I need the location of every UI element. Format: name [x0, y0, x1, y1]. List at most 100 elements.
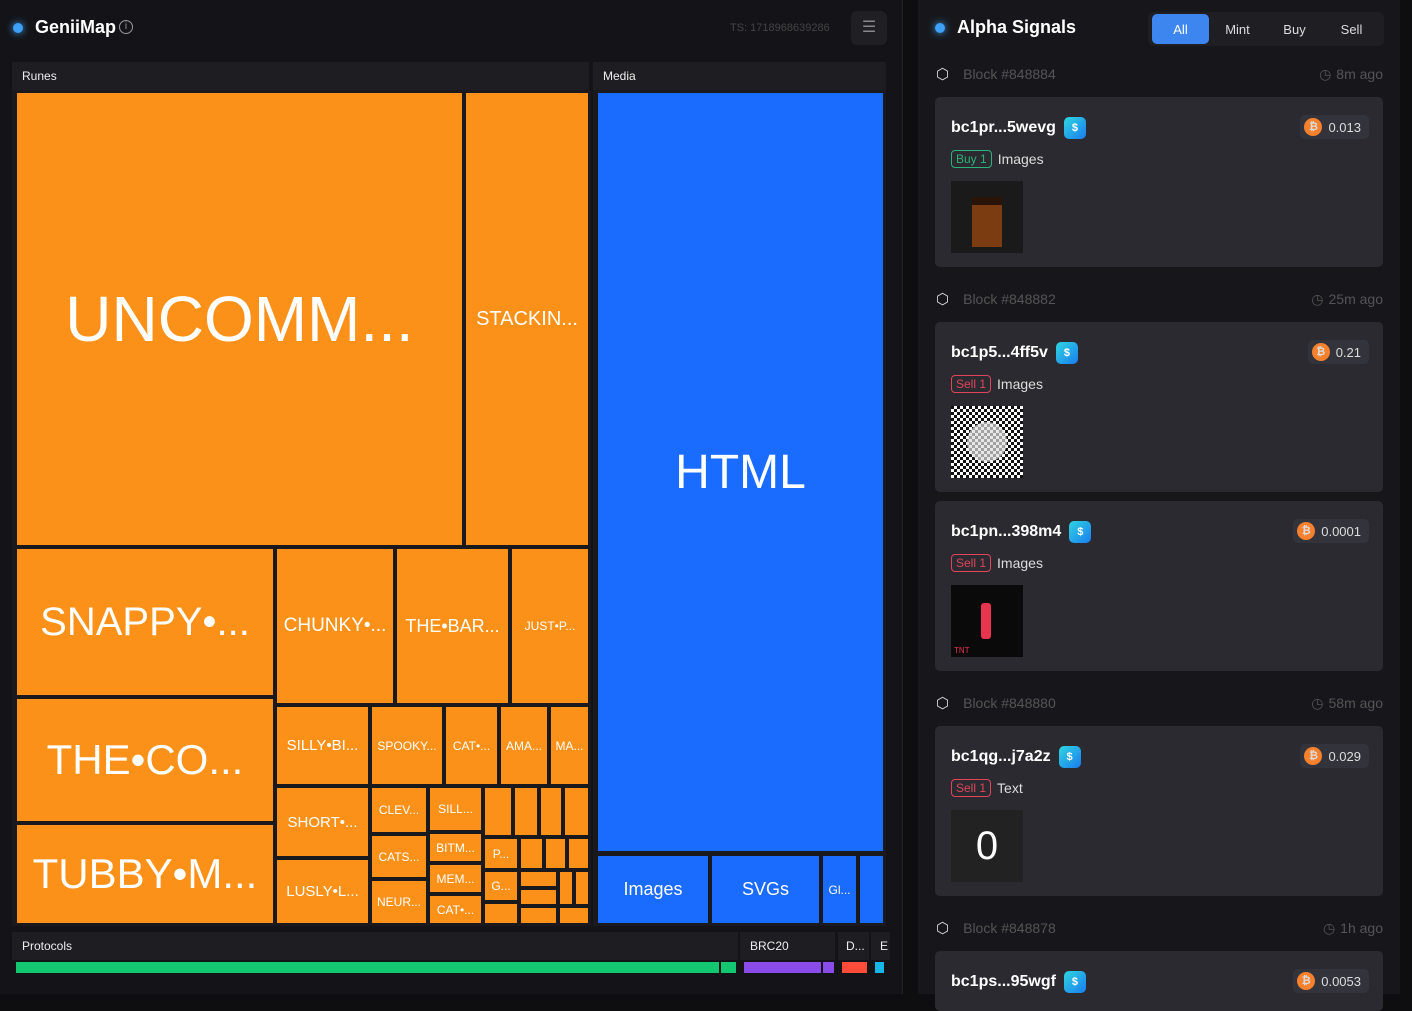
section-header-d: D... [838, 932, 869, 960]
wallet-address[interactable]: bc1p5...4ff5v [951, 344, 1048, 361]
rune-cell[interactable] [575, 871, 589, 905]
status-dot [13, 23, 23, 33]
rune-cell[interactable]: THE•CO... [16, 698, 274, 822]
inscription-type: Images [997, 151, 1044, 167]
signal-card[interactable]: bc1p5...4ff5v $ ₿ 0.21 Sell 1 Images [935, 322, 1383, 492]
e-cell[interactable] [875, 962, 884, 973]
signal-card[interactable]: bc1pr...5wevg $ ₿ 0.013 Buy 1 Images [935, 97, 1383, 267]
rune-cell[interactable]: CHUNKY•... [276, 548, 394, 704]
rune-cell[interactable]: THE•BAR... [396, 548, 509, 704]
brc20-cell[interactable] [744, 962, 821, 973]
block-header: ⬡ Block #848880 ◷ 58m ago [936, 691, 1383, 715]
wallet-address[interactable]: bc1ps...95wgf [951, 973, 1056, 990]
media-cell[interactable]: Gl... [822, 855, 857, 924]
rune-cell[interactable] [520, 871, 557, 887]
block-number: Block #848884 [963, 66, 1056, 82]
media-cell[interactable] [859, 855, 884, 924]
filter-tabs: All Mint Buy Sell [1148, 12, 1384, 46]
rune-cell[interactable] [484, 903, 518, 924]
rune-cell[interactable] [520, 889, 557, 905]
tab-sell[interactable]: Sell [1340, 21, 1363, 37]
geniimap-panel: GeniiMap i TS: 1718968639286 ☰ Runes Med… [13, 0, 903, 994]
brc20-cell[interactable] [823, 962, 834, 973]
rune-cell[interactable] [520, 907, 557, 924]
bitcoin-icon: ₿ [1304, 118, 1323, 136]
cube-icon: ⬡ [936, 920, 950, 937]
signal-card[interactable]: bc1ps...95wgf $ ₿ 0.0053 [935, 951, 1383, 1011]
rune-cell[interactable] [564, 787, 589, 836]
price-value: 0.029 [1328, 748, 1361, 764]
block-time: 8m ago [1336, 66, 1383, 82]
rune-cell[interactable] [484, 787, 512, 836]
rune-cell[interactable]: AMA... [500, 706, 548, 785]
wallet-address[interactable]: bc1pn...398m4 [951, 523, 1062, 540]
protocol-cell[interactable] [721, 962, 736, 973]
list-menu-icon[interactable]: ☰ [851, 11, 887, 45]
media-cell[interactable]: SVGs [711, 855, 820, 924]
inscription-thumbnail[interactable]: 0 [951, 810, 1023, 882]
block-number: Block #848882 [963, 291, 1056, 307]
rune-cell[interactable]: SILLY•BI... [276, 706, 369, 785]
inscription-type: Text [997, 780, 1023, 796]
wallet-address[interactable]: bc1pr...5wevg [951, 119, 1056, 136]
lightbulb-dollar-icon: $ [1069, 521, 1092, 543]
rune-cell[interactable]: P... [484, 838, 518, 869]
signal-card[interactable]: bc1pn...398m4 $ ₿ 0.0001 Sell 1 Images TNT [935, 501, 1383, 671]
media-cell[interactable]: HTML [597, 92, 884, 852]
bitcoin-icon: ₿ [1297, 522, 1316, 540]
rune-cell[interactable]: CAT•... [445, 706, 498, 785]
tab-buy[interactable]: Buy [1283, 21, 1306, 37]
rune-cell[interactable] [568, 838, 589, 869]
rune-cell[interactable]: MA... [550, 706, 589, 785]
media-cell[interactable]: Images [597, 855, 709, 924]
price-tag: ₿ 0.0001 [1293, 519, 1369, 543]
status-dot [935, 23, 945, 33]
rune-cell[interactable]: SPOOKY... [371, 706, 443, 785]
cube-icon: ⬡ [936, 66, 950, 83]
wallet-address[interactable]: bc1qg...j7a2z [951, 748, 1051, 765]
action-badge: Sell 1 [951, 779, 992, 797]
rune-cell[interactable]: MEM... [429, 864, 482, 893]
inscription-thumbnail[interactable]: TNT [951, 585, 1023, 657]
rune-cell[interactable]: JUST•P... [511, 548, 589, 704]
rune-cell[interactable] [559, 871, 573, 905]
rune-cell[interactable]: SILL... [429, 787, 482, 831]
lightbulb-dollar-icon: $ [1063, 971, 1086, 993]
rune-cell[interactable]: SHORT•... [276, 787, 369, 857]
inscription-thumbnail[interactable] [951, 181, 1023, 253]
rune-cell[interactable]: CLEV... [371, 787, 427, 833]
block-number: Block #848880 [963, 695, 1056, 711]
info-icon[interactable]: i [119, 20, 133, 34]
rune-cell[interactable]: BITM... [429, 833, 482, 862]
rune-cell[interactable] [540, 787, 562, 836]
rune-cell[interactable]: UNCOMM... [16, 92, 463, 546]
section-header-e: E [871, 932, 890, 960]
tab-mint[interactable]: Mint [1225, 21, 1250, 37]
lightbulb-dollar-icon: $ [1063, 117, 1086, 139]
inscription-thumbnail[interactable] [951, 406, 1023, 478]
section-header-media: Media [593, 62, 886, 90]
block-header: ⬡ Block #848878 ◷ 1h ago [936, 916, 1383, 940]
thumb-text: TNT [954, 646, 970, 655]
rune-cell[interactable] [545, 838, 566, 869]
rune-cell[interactable] [514, 787, 538, 836]
d-cell[interactable] [842, 962, 867, 973]
rune-cell[interactable]: NEUR... [371, 880, 427, 924]
rune-cell[interactable]: G... [484, 871, 518, 901]
price-tag: ₿ 0.013 [1300, 115, 1369, 139]
rune-cell[interactable]: CATS... [371, 835, 427, 878]
bitcoin-icon: ₿ [1311, 343, 1330, 361]
rune-cell[interactable]: TUBBY•M... [16, 824, 274, 924]
rune-cell[interactable] [520, 838, 543, 869]
action-badge: Sell 1 [951, 554, 992, 572]
protocol-cell[interactable] [16, 962, 719, 973]
tab-all[interactable]: All [1152, 14, 1209, 44]
block-time: 58m ago [1328, 695, 1383, 711]
bitcoin-icon: ₿ [1297, 972, 1316, 990]
rune-cell[interactable]: CAT•... [429, 895, 482, 924]
rune-cell[interactable]: LUSLY•L... [276, 859, 369, 924]
signal-card[interactable]: bc1qg...j7a2z $ ₿ 0.029 Sell 1 Text 0 [935, 726, 1383, 896]
rune-cell[interactable]: STACKIN... [465, 92, 589, 546]
rune-cell[interactable] [559, 907, 589, 924]
rune-cell[interactable]: SNAPPY•... [16, 548, 274, 696]
